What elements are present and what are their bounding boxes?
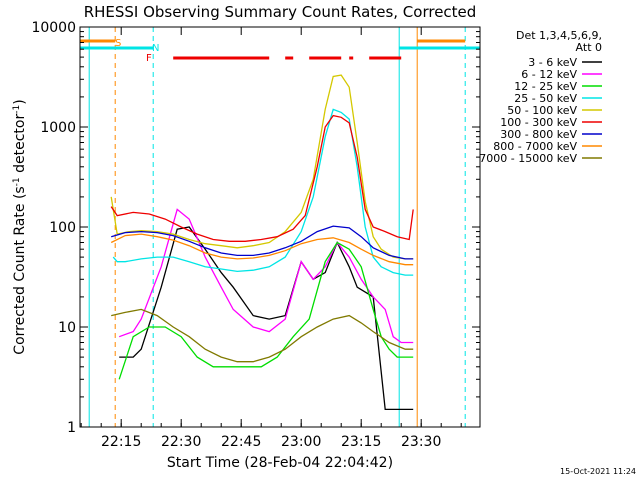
- y-tick-label: 1: [67, 420, 76, 436]
- y-tick-label: 10: [58, 320, 76, 336]
- x-tick-label: 23:00: [281, 434, 321, 450]
- x-tick-label: 22:30: [161, 434, 201, 450]
- series-line-1: [118, 208, 414, 344]
- series-line-8: [111, 308, 414, 363]
- y-tick-label: 1000: [40, 120, 76, 136]
- legend-label: 7000 - 15000 keV: [479, 152, 577, 165]
- chart-title: RHESSI Observing Summary Count Rates, Co…: [84, 3, 477, 21]
- plot-frame: [79, 26, 481, 428]
- legend-label: 25 - 50 keV: [514, 92, 577, 105]
- series-line-2: [118, 241, 414, 380]
- x-tick-label: 23:30: [401, 434, 441, 450]
- series-line-0: [119, 226, 414, 411]
- flag-label-s: S: [115, 38, 121, 49]
- y-tick-label: 100: [49, 220, 76, 236]
- plot-area: S NF: [80, 27, 480, 427]
- legend-label: 12 - 25 keV: [514, 80, 577, 93]
- legend-header: Att 0: [576, 41, 602, 54]
- y-tick-label: 10000: [31, 20, 76, 36]
- timestamp: 15-Oct-2021 11:24: [560, 467, 636, 476]
- legend-label: 800 - 7000 keV: [493, 140, 577, 153]
- flag-label-f: F: [146, 53, 152, 64]
- x-tick-label: 22:15: [101, 434, 141, 450]
- series-line-5: [110, 114, 414, 242]
- legend-label: 3 - 6 keV: [528, 56, 577, 69]
- axes: 22:15 22:30 22:45 23:00 23:15 23:30 1 10 100 1000…: [31, 20, 480, 450]
- flag-label-n: N: [152, 43, 159, 54]
- series-line-4: [110, 74, 414, 260]
- legend-header: Det 1,3,4,5,6,9,: [516, 29, 602, 42]
- x-tick-label: 22:45: [221, 434, 261, 450]
- y-axis-label: Corrected Count Rate (s-1 detector-1): [12, 99, 28, 354]
- x-axis-label: Start Time (28-Feb-04 22:04:42): [167, 455, 393, 471]
- legend-label: 6 - 12 keV: [521, 68, 577, 81]
- x-tick-label: 23:15: [341, 434, 381, 450]
- legend-label: 50 - 100 keV: [507, 104, 577, 117]
- legend-label: 100 - 300 keV: [500, 116, 577, 129]
- series-line-6: [111, 225, 414, 260]
- series-line-7: [110, 233, 414, 266]
- legend-label: 300 - 800 keV: [500, 128, 577, 141]
- series-line-3: [112, 108, 414, 276]
